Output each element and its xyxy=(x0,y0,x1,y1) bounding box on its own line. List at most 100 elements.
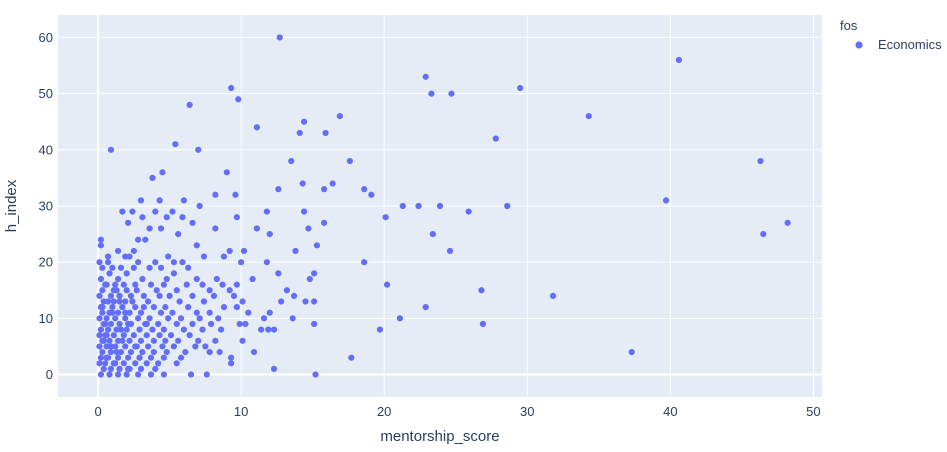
data-point[interactable] xyxy=(207,320,215,328)
data-point[interactable] xyxy=(162,304,169,311)
data-point[interactable] xyxy=(160,281,167,288)
data-point[interactable] xyxy=(245,309,252,316)
data-point[interactable] xyxy=(760,230,767,238)
data-point[interactable] xyxy=(149,174,156,182)
data-point[interactable] xyxy=(177,315,185,322)
data-point[interactable] xyxy=(156,197,163,204)
data-point[interactable] xyxy=(107,365,115,373)
data-point[interactable] xyxy=(107,343,115,350)
data-point[interactable] xyxy=(159,169,166,176)
data-point[interactable] xyxy=(155,320,162,328)
data-point[interactable] xyxy=(415,202,422,210)
data-point[interactable] xyxy=(186,101,193,108)
data-point[interactable] xyxy=(146,264,153,271)
data-point[interactable] xyxy=(150,304,157,311)
data-point[interactable] xyxy=(239,337,246,344)
data-point[interactable] xyxy=(156,292,163,299)
data-point[interactable] xyxy=(757,157,764,165)
data-point[interactable] xyxy=(193,309,200,316)
data-point[interactable] xyxy=(117,348,125,356)
data-point[interactable] xyxy=(109,264,116,271)
data-point[interactable] xyxy=(163,275,170,283)
data-point[interactable] xyxy=(183,281,190,288)
data-point[interactable] xyxy=(97,371,105,378)
data-point[interactable] xyxy=(146,315,153,322)
data-point[interactable] xyxy=(137,365,145,373)
data-point[interactable] xyxy=(336,113,343,120)
data-point[interactable] xyxy=(193,275,200,283)
data-point[interactable] xyxy=(125,365,132,373)
data-point[interactable] xyxy=(113,326,120,333)
data-point[interactable] xyxy=(102,320,109,328)
data-point[interactable] xyxy=(549,292,557,299)
data-point[interactable] xyxy=(127,292,135,299)
data-point[interactable] xyxy=(265,326,272,333)
data-point[interactable] xyxy=(206,287,213,294)
data-point[interactable] xyxy=(152,208,159,215)
data-point[interactable] xyxy=(166,292,173,299)
data-point[interactable] xyxy=(135,315,142,322)
data-point[interactable] xyxy=(110,332,117,339)
data-point[interactable] xyxy=(329,180,336,187)
data-point[interactable] xyxy=(97,275,105,283)
data-point[interactable] xyxy=(99,348,106,356)
data-point[interactable] xyxy=(585,113,592,120)
data-point[interactable] xyxy=(137,309,145,316)
data-point[interactable] xyxy=(160,354,167,361)
data-point[interactable] xyxy=(165,315,172,322)
data-point[interactable] xyxy=(162,337,169,344)
data-point[interactable] xyxy=(236,320,243,328)
data-point[interactable] xyxy=(240,247,248,255)
data-point[interactable] xyxy=(122,253,129,260)
data-point[interactable] xyxy=(113,348,120,356)
data-point[interactable] xyxy=(192,343,199,350)
data-point[interactable] xyxy=(479,320,487,328)
data-point[interactable] xyxy=(196,315,203,322)
data-point[interactable] xyxy=(117,326,125,333)
data-point[interactable] xyxy=(103,343,110,350)
data-point[interactable] xyxy=(127,320,135,328)
data-point[interactable] xyxy=(172,141,179,148)
data-point[interactable] xyxy=(176,298,183,305)
data-point[interactable] xyxy=(210,292,218,299)
data-point[interactable] xyxy=(250,348,258,356)
data-point[interactable] xyxy=(123,287,130,294)
data-point[interactable] xyxy=(200,253,208,260)
data-point[interactable] xyxy=(422,73,429,80)
data-point[interactable] xyxy=(199,326,206,333)
data-point[interactable] xyxy=(112,360,119,367)
data-point[interactable] xyxy=(270,326,278,333)
data-point[interactable] xyxy=(383,281,391,288)
data-point[interactable] xyxy=(628,348,635,356)
data-point[interactable] xyxy=(119,208,126,215)
data-point[interactable] xyxy=(159,343,166,350)
legend-item-economics[interactable]: Economics xyxy=(878,37,942,52)
data-point[interactable] xyxy=(196,202,203,210)
data-point[interactable] xyxy=(107,146,115,153)
data-point[interactable] xyxy=(96,315,103,322)
data-point[interactable] xyxy=(123,326,130,333)
data-point[interactable] xyxy=(97,354,105,361)
data-point[interactable] xyxy=(478,287,485,294)
data-point[interactable] xyxy=(173,320,180,328)
data-point[interactable] xyxy=(123,270,130,277)
data-point[interactable] xyxy=(199,281,206,288)
data-point[interactable] xyxy=(517,84,524,92)
data-point[interactable] xyxy=(300,208,308,215)
data-point[interactable] xyxy=(143,332,150,339)
data-point[interactable] xyxy=(132,281,139,288)
data-point[interactable] xyxy=(179,259,186,266)
data-point[interactable] xyxy=(186,332,193,339)
data-point[interactable] xyxy=(122,309,129,316)
data-point[interactable] xyxy=(126,309,133,316)
data-point[interactable] xyxy=(137,337,145,344)
data-point[interactable] xyxy=(179,214,186,221)
data-point[interactable] xyxy=(492,135,499,142)
data-point[interactable] xyxy=(253,124,260,131)
data-point[interactable] xyxy=(152,259,159,266)
data-point[interactable] xyxy=(130,264,137,271)
data-point[interactable] xyxy=(212,337,219,344)
data-point[interactable] xyxy=(147,281,155,288)
data-point[interactable] xyxy=(97,242,105,249)
data-point[interactable] xyxy=(195,337,202,344)
